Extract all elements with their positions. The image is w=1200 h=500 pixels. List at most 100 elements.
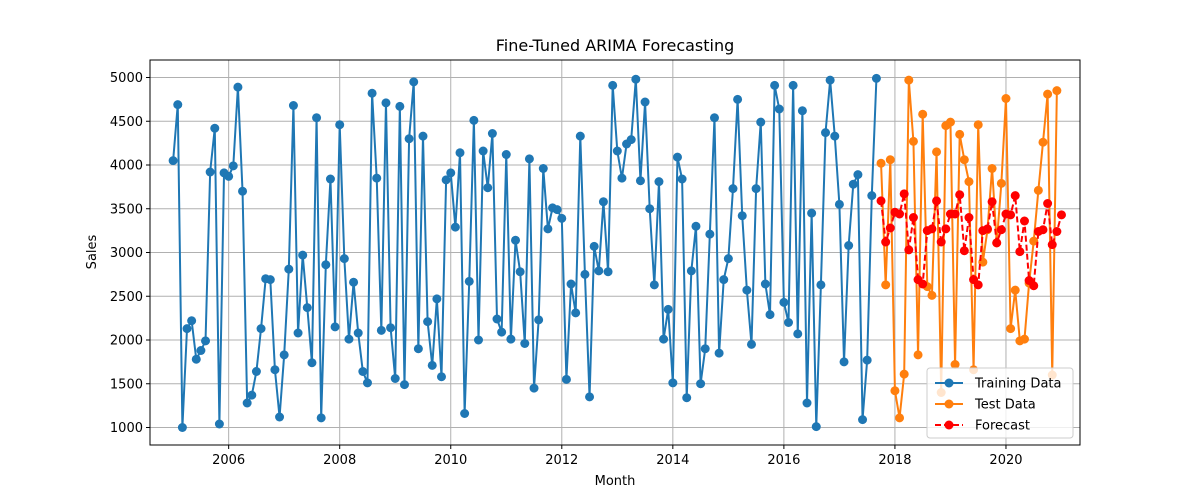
legend-label: Training Data bbox=[974, 377, 1061, 392]
data-point bbox=[390, 374, 400, 383]
data-point bbox=[418, 131, 428, 141]
data-point bbox=[723, 254, 733, 264]
data-point bbox=[427, 360, 437, 370]
data-point bbox=[821, 128, 831, 138]
data-point bbox=[756, 117, 766, 127]
data-point bbox=[858, 415, 868, 425]
data-point bbox=[904, 245, 914, 255]
data-point bbox=[959, 246, 969, 256]
data-point bbox=[645, 204, 655, 214]
data-point bbox=[1010, 285, 1020, 295]
data-point bbox=[885, 223, 895, 233]
data-point bbox=[770, 80, 780, 90]
data-point bbox=[626, 135, 636, 145]
data-point bbox=[904, 75, 914, 85]
data-point bbox=[330, 322, 340, 332]
data-point bbox=[1043, 89, 1053, 99]
data-point bbox=[436, 372, 446, 382]
data-point bbox=[603, 267, 613, 277]
data-point bbox=[895, 413, 905, 423]
y-tick-label: 5000 bbox=[110, 71, 143, 86]
data-point bbox=[349, 277, 359, 287]
data-point bbox=[918, 109, 928, 119]
data-point bbox=[1052, 86, 1062, 96]
data-point bbox=[992, 238, 1002, 248]
data-point bbox=[760, 279, 770, 289]
data-point bbox=[964, 213, 974, 222]
data-point bbox=[709, 113, 719, 123]
data-point bbox=[746, 339, 756, 349]
y-axis: 1000 1500 2000 2500 3000 3500 4000 4500 5000 bbox=[110, 71, 150, 436]
data-point bbox=[589, 241, 599, 251]
data-point bbox=[608, 80, 618, 90]
data-point bbox=[501, 150, 511, 159]
data-point bbox=[663, 304, 673, 314]
data-point bbox=[1043, 199, 1053, 208]
legend: Training Data Test Data Forecast bbox=[926, 367, 1074, 439]
plot-area bbox=[168, 73, 1066, 432]
data-point bbox=[251, 367, 261, 376]
data-point bbox=[177, 423, 187, 432]
data-point bbox=[455, 148, 465, 158]
data-point bbox=[672, 152, 682, 162]
data-point bbox=[1001, 94, 1011, 103]
data-point bbox=[511, 235, 521, 245]
data-point bbox=[483, 183, 493, 193]
y-tick-label: 1000 bbox=[110, 421, 143, 436]
data-point bbox=[885, 155, 895, 165]
data-point bbox=[460, 409, 470, 418]
data-point bbox=[945, 117, 955, 127]
data-point bbox=[191, 354, 201, 364]
data-point bbox=[881, 237, 891, 247]
data-point bbox=[765, 310, 775, 320]
data-point bbox=[876, 158, 886, 168]
data-point bbox=[932, 147, 942, 157]
data-point bbox=[950, 209, 960, 219]
data-point bbox=[1019, 334, 1029, 344]
data-point bbox=[381, 98, 391, 108]
data-point bbox=[853, 170, 863, 180]
data-point bbox=[293, 328, 303, 338]
y-tick-label: 4500 bbox=[110, 115, 143, 130]
data-point bbox=[196, 346, 206, 355]
data-point bbox=[242, 398, 252, 408]
x-axis: 2006 2008 2010 2012 2014 2016 2018 2020 bbox=[212, 445, 1023, 468]
data-point bbox=[751, 184, 761, 194]
data-point bbox=[908, 213, 918, 222]
data-point bbox=[552, 205, 562, 215]
data-point bbox=[908, 136, 918, 146]
series-0 bbox=[168, 73, 881, 432]
data-point bbox=[321, 260, 331, 270]
data-point bbox=[201, 336, 211, 346]
data-point bbox=[575, 131, 585, 141]
data-point bbox=[275, 412, 285, 422]
data-point bbox=[339, 254, 349, 264]
data-point bbox=[598, 197, 608, 207]
data-point bbox=[987, 197, 997, 207]
data-point bbox=[682, 393, 692, 403]
data-point bbox=[742, 285, 752, 295]
data-point bbox=[617, 173, 627, 183]
data-point bbox=[395, 101, 405, 111]
data-point bbox=[955, 129, 965, 139]
data-point bbox=[446, 168, 456, 178]
data-point bbox=[464, 276, 474, 286]
data-point bbox=[585, 392, 595, 402]
y-tick-label: 3000 bbox=[110, 246, 143, 261]
data-point bbox=[1038, 137, 1048, 147]
data-point bbox=[353, 328, 363, 338]
data-point bbox=[793, 329, 803, 339]
y-tick-label: 2000 bbox=[110, 334, 143, 349]
legend-marker bbox=[944, 399, 954, 409]
data-point bbox=[288, 101, 298, 110]
data-point bbox=[524, 154, 534, 164]
data-point bbox=[816, 280, 826, 290]
data-point bbox=[367, 88, 377, 98]
data-point bbox=[737, 211, 747, 221]
data-point bbox=[913, 350, 923, 360]
y-tick-label: 4000 bbox=[110, 159, 143, 174]
data-point bbox=[358, 367, 368, 376]
data-point bbox=[168, 156, 178, 166]
data-point bbox=[834, 199, 844, 209]
legend-marker bbox=[944, 378, 954, 388]
